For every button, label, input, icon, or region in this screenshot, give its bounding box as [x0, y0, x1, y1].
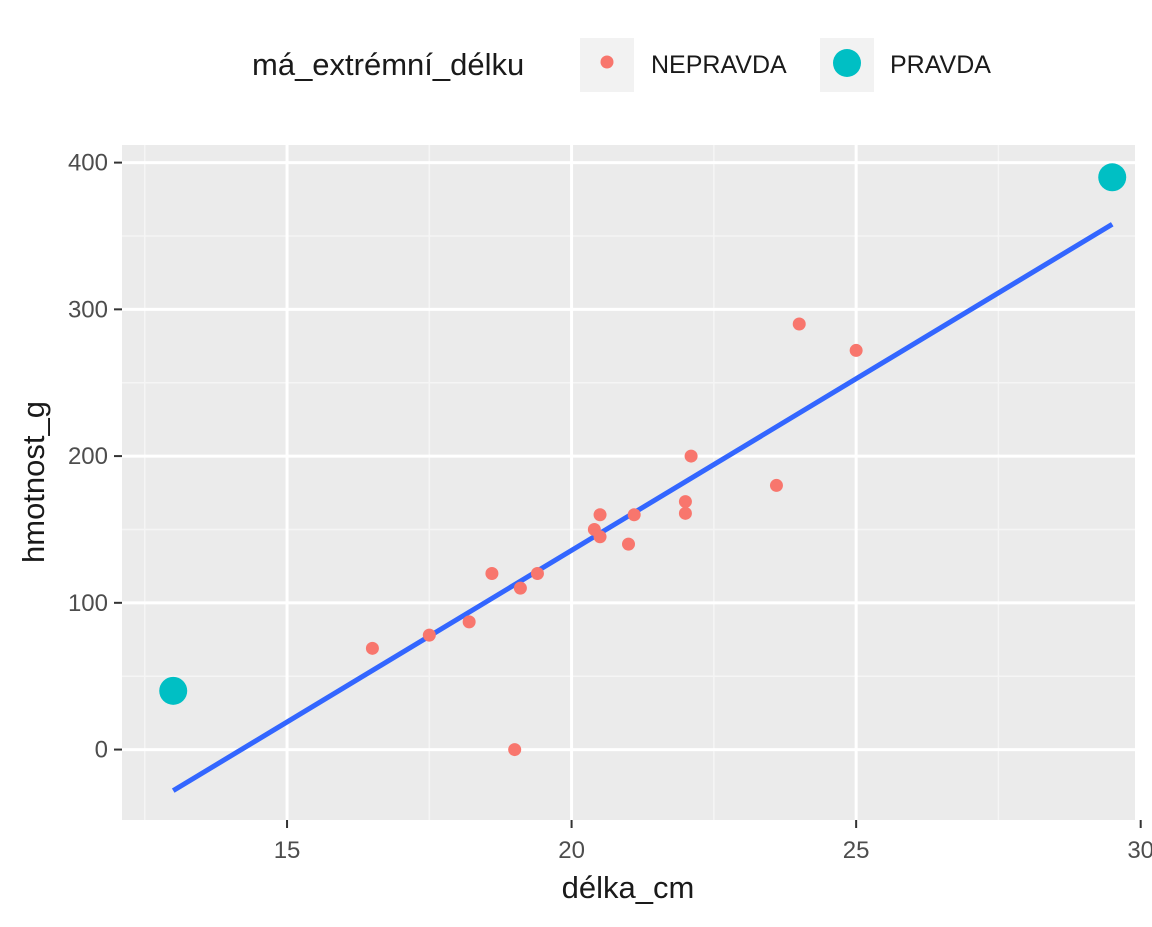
x-tick-label: 30 [1127, 837, 1152, 864]
y-tick-label: 400 [68, 150, 108, 177]
major-gridlines [122, 145, 1143, 820]
point-nepravda [769, 478, 783, 492]
minor-gridlines [122, 145, 1135, 820]
legend: má_extrémní_délku NEPRAVDA PRAVDA [252, 38, 991, 92]
x-tick-label: 25 [843, 837, 870, 864]
fit-line-layer [171, 222, 1114, 793]
y-tick-label: 200 [68, 443, 108, 470]
point-nepravda [684, 449, 698, 463]
point-nepravda [627, 508, 641, 522]
point-nepravda [485, 566, 499, 580]
point-nepravda [678, 495, 692, 509]
y-tick-label: 300 [68, 296, 108, 323]
point-nepravda [530, 566, 544, 580]
y-tick-label: 0 [95, 737, 108, 764]
point-nepravda [792, 317, 806, 331]
point-nepravda [422, 628, 436, 642]
point-nepravda [513, 581, 527, 595]
legend-label-nepravda: NEPRAVDA [651, 51, 787, 79]
point-nepravda [849, 343, 863, 357]
legend-key-nepravda [600, 55, 614, 69]
point-nepravda [593, 508, 607, 522]
point-nepravda [622, 537, 635, 551]
point-pravda [159, 676, 188, 705]
point-nepravda [462, 615, 476, 629]
points-layer [159, 163, 1127, 757]
point-nepravda [508, 743, 522, 757]
point-nepravda [678, 506, 692, 520]
y-tick-label: 100 [68, 590, 108, 617]
point-nepravda [365, 641, 379, 655]
panel-background [122, 145, 1135, 820]
point-nepravda [593, 530, 607, 544]
y-axis-title: hmotnost_g [16, 401, 51, 563]
regression-line [171, 222, 1114, 793]
legend-key-pravda [833, 49, 861, 77]
legend-label-pravda: PRAVDA [890, 51, 991, 79]
x-axis-title: délka_cm [562, 870, 695, 905]
legend-title: má_extrémní_délku [252, 47, 524, 82]
x-tick-label: 20 [558, 837, 585, 864]
point-pravda [1098, 163, 1127, 192]
x-tick-label: 15 [274, 837, 301, 864]
